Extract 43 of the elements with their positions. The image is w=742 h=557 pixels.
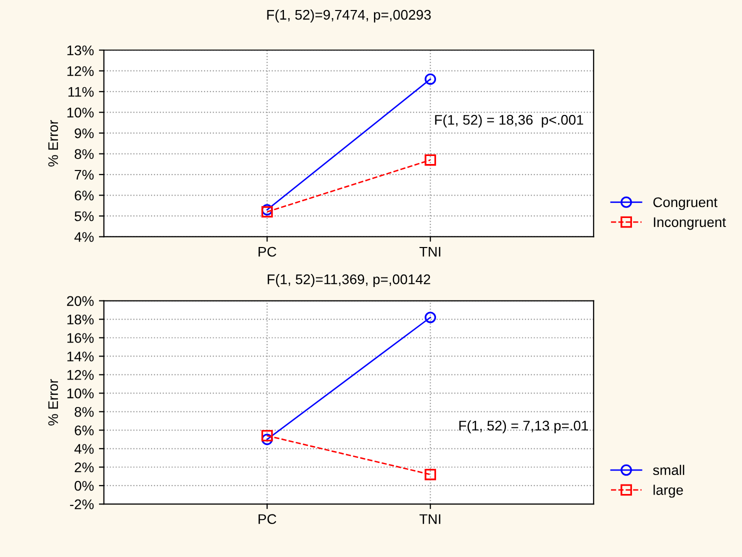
legend-label: large	[654, 484, 683, 498]
y-tick-label: 4%	[74, 444, 94, 454]
point	[261, 204, 273, 216]
y-tick-label: 13%	[67, 45, 94, 56]
y-tick-label: 9%	[74, 128, 94, 138]
y-axis-title: % Error	[48, 379, 58, 426]
annotation: F(1, 52) = 18,36 p<.001	[435, 114, 584, 128]
y-tick-label: 5%	[74, 211, 94, 222]
chart-title: F(1, 52)=11,369, p=,00142	[268, 274, 430, 287]
y-tick-label: 16%	[67, 333, 94, 343]
point	[261, 206, 273, 218]
legend-label: small	[653, 464, 684, 476]
x-tick-label: PC	[258, 514, 276, 524]
y-tick-label: 8%	[74, 407, 94, 417]
y-axis-title: % Error	[48, 120, 58, 166]
legend-label: Incongruent	[654, 217, 726, 230]
legend-label: Congruent	[653, 197, 718, 210]
y-tick-label: 0%	[74, 480, 94, 491]
point	[261, 430, 273, 442]
y-tick-label: 18%	[67, 314, 94, 324]
y-tick-label: 7%	[74, 170, 94, 180]
y-tick-label: 6%	[74, 425, 94, 436]
x-tick-label: PC	[258, 246, 276, 257]
y-tick-label: 11%	[68, 86, 94, 97]
y-tick-label: 12%	[67, 370, 94, 380]
chart-title: F(1, 52)=9,7474, p=,00293	[267, 10, 431, 22]
y-tick-label: 12%	[67, 66, 94, 76]
y-tick-label: 10%	[67, 388, 94, 398]
y-tick-label: 20%	[67, 296, 94, 306]
y-tick-label: 6%	[74, 190, 94, 200]
y-tick-label: 8%	[74, 149, 94, 159]
point	[424, 468, 436, 480]
y-tick-label: -2%	[70, 499, 94, 510]
y-tick-label: 14%	[67, 352, 94, 362]
y-tick-label: 2%	[74, 462, 94, 472]
x-tick-label: TNI	[419, 246, 440, 257]
y-tick-label: 10%	[67, 108, 94, 118]
point	[424, 73, 436, 85]
y-tick-label: 4%	[74, 232, 94, 242]
point	[424, 154, 436, 166]
x-tick-label: TNI	[419, 514, 440, 524]
point	[424, 312, 436, 324]
annotation: F(1, 52) = 7,13 p=.01	[459, 420, 588, 434]
